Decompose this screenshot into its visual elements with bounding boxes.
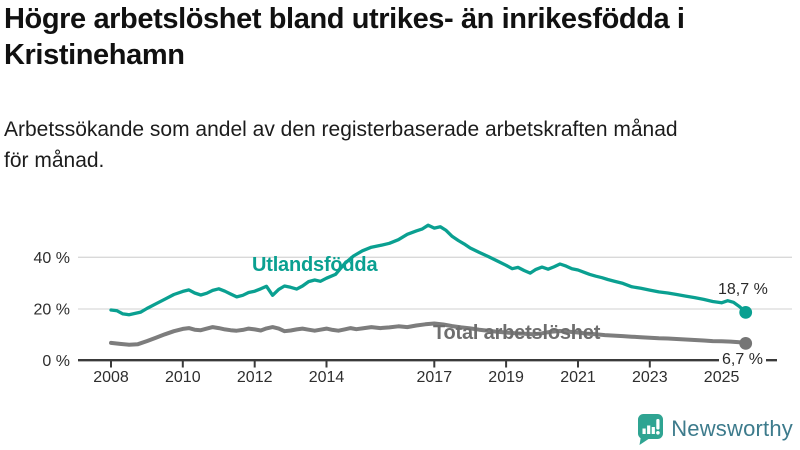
x-tick-label: 2019: [488, 369, 524, 386]
y-tick-label: 0 %: [42, 353, 70, 370]
newsworthy-logo[interactable]: Newsworthy: [637, 412, 793, 446]
end-value-label-total: 6,7 %: [719, 351, 766, 369]
x-tick-label: 2017: [417, 369, 453, 386]
page-subtitle: Arbetssökande som andel av den registerb…: [4, 118, 678, 172]
series-label-utlandsfodda: Utlandsfödda: [252, 254, 378, 276]
y-tick-label: 20 %: [34, 302, 70, 319]
series-end-dot: [739, 337, 753, 350]
page-title: Högre arbetslöshet bland utrikes- än inr…: [4, 3, 685, 71]
x-tick-label: 2021: [560, 369, 596, 386]
x-tick-label: 2014: [309, 369, 345, 386]
newsworthy-bubble-chart-icon: [638, 414, 664, 445]
series-end-dot: [739, 306, 753, 319]
x-tick-label: 2010: [165, 369, 201, 386]
series-label-total-arbetsloshet: Total arbetslöshet: [433, 322, 601, 344]
y-tick-label: 40 %: [34, 250, 70, 267]
series-line: [109, 223, 748, 317]
x-tick-label: 2023: [632, 369, 668, 386]
end-value-label-utlandsfodda: 18,7 %: [718, 281, 768, 298]
x-tick-label: 2008: [93, 369, 129, 386]
newsworthy-wordmark: Newsworthy: [671, 416, 793, 441]
x-tick-label: 2012: [237, 369, 273, 386]
series-line: [109, 321, 748, 347]
x-tick-label: 2025: [704, 369, 740, 386]
chart-area: 0 % 20 % 40 % 2008 2010 2012 2014 2017 2019 2021 2…: [0, 195, 800, 400]
